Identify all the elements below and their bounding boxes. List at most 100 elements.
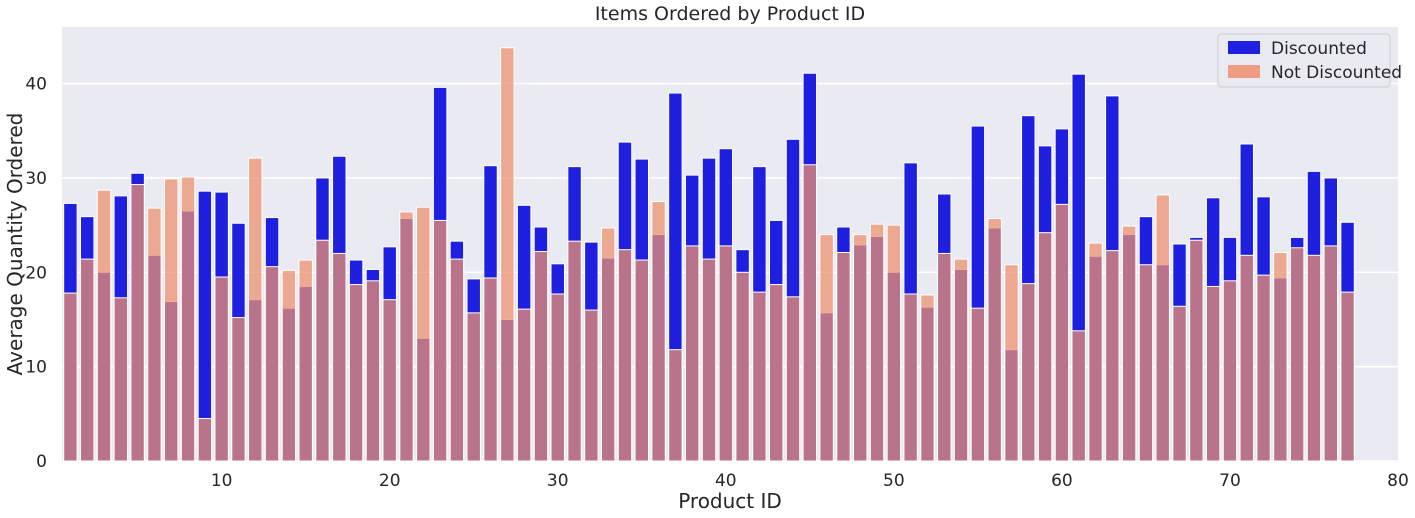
bar-not-discounted (1222, 280, 1238, 462)
bar-not-discounted (1121, 225, 1137, 462)
bar-not-discounted (1105, 250, 1120, 462)
bar-not-discounted (449, 258, 465, 462)
y-tick-label: 10 (25, 358, 47, 378)
bar-not-discounted (617, 249, 633, 462)
y-axis-ticks: 0 10 20 30 40 (25, 75, 47, 472)
legend-label-not-discounted: Not Discounted (1271, 63, 1402, 83)
bar-not-discounted (802, 164, 818, 462)
bar-not-discounted (853, 234, 868, 462)
bar-not-discounted (483, 277, 498, 462)
bar-not-discounted (836, 251, 851, 462)
x-axis-title: Product ID (678, 489, 782, 513)
bar-not-discounted (399, 211, 414, 462)
bar-not-discounted (567, 240, 582, 462)
x-tick-label: 10 (211, 471, 233, 491)
legend: Discounted Not Discounted (1217, 33, 1402, 88)
bar-not-discounted (365, 280, 381, 462)
x-tick-label: 50 (883, 471, 905, 491)
x-tick-label: 30 (547, 471, 569, 491)
bar-not-discounted (96, 189, 112, 462)
bar-not-discounted (970, 307, 986, 462)
x-axis-ticks: 10 20 30 40 50 60 70 80 (211, 471, 1409, 491)
bar-not-discounted (1273, 251, 1288, 462)
bar-not-discounted (1172, 305, 1187, 462)
bar-not-discounted (550, 293, 565, 462)
bar-not-discounted (1239, 254, 1254, 462)
bar-not-discounted (953, 258, 969, 462)
bar-not-discounted (214, 276, 229, 462)
bar-not-discounted (920, 294, 935, 462)
bar-not-discounted (416, 206, 431, 462)
x-tick-label: 70 (1219, 471, 1241, 491)
series-not-discounted-bars (63, 47, 1355, 462)
bar-not-discounted (348, 284, 364, 462)
bar-not-discounted (432, 219, 448, 462)
bar-not-discounted (1138, 264, 1154, 462)
y-tick-label: 20 (25, 263, 47, 283)
bar-not-discounted (1323, 245, 1339, 462)
bar-not-discounted (533, 251, 549, 462)
bar-not-discounted (768, 284, 784, 462)
bar-not-discounted (1289, 247, 1305, 462)
bar-not-discounted (1256, 274, 1271, 462)
bar-not-discounted (315, 239, 330, 462)
legend-swatch-not-discounted (1228, 65, 1260, 78)
bar-not-discounted (180, 176, 196, 462)
bar-not-discounted (164, 178, 179, 462)
bar-not-discounted (298, 259, 313, 462)
bar-not-discounted (1021, 283, 1036, 462)
bar-not-discounted (130, 184, 145, 462)
bar-not-discounted (1189, 239, 1204, 462)
bar-not-discounted (1088, 242, 1103, 462)
bar-not-discounted (1205, 285, 1221, 462)
y-axis-title: Average Quantity Ordered (3, 113, 27, 376)
bar-not-discounted (264, 266, 280, 462)
legend-swatch-discounted (1228, 41, 1260, 54)
bar-not-discounted (79, 258, 95, 462)
bar-not-discounted (886, 224, 902, 462)
bar-not-discounted (197, 418, 213, 462)
legend-label-discounted: Discounted (1271, 39, 1367, 59)
bar-not-discounted (785, 296, 801, 462)
bar-not-discounted (466, 312, 481, 462)
bar-not-discounted (382, 299, 397, 462)
bar-not-discounted (516, 308, 532, 462)
bar-not-discounted (1004, 264, 1019, 462)
bar-not-discounted (987, 218, 1002, 462)
bar-not-discounted (701, 258, 717, 462)
bar-not-discounted (651, 201, 666, 462)
x-tick-label: 60 (1051, 471, 1073, 491)
bar-not-discounted (500, 47, 515, 462)
bar-not-discounted (1306, 254, 1322, 462)
bar-not-discounted (903, 293, 918, 462)
bar-not-discounted (113, 297, 129, 462)
x-tick-label: 80 (1387, 471, 1409, 491)
bar-not-discounted (584, 309, 599, 462)
bar-not-discounted (332, 252, 347, 462)
bar-not-discounted (634, 259, 649, 462)
bar-not-discounted (231, 317, 246, 462)
bar-not-discounted (819, 234, 834, 462)
chart-title: Items Ordered by Product ID (595, 3, 865, 25)
y-tick-label: 40 (25, 75, 47, 95)
x-tick-label: 20 (379, 471, 401, 491)
y-tick-label: 30 (25, 169, 47, 189)
x-tick-label: 40 (715, 471, 737, 491)
bar-not-discounted (752, 291, 767, 462)
bar-not-discounted (937, 252, 952, 462)
bar-not-discounted (718, 245, 734, 462)
bar-not-discounted (63, 292, 78, 462)
bar-not-discounted (281, 269, 297, 462)
bar-not-discounted (668, 349, 683, 462)
bar-not-discounted (1071, 330, 1086, 462)
bar-not-discounted (735, 271, 750, 462)
legend-box (1217, 33, 1391, 88)
bar-not-discounted (1054, 203, 1070, 462)
bar-not-discounted (1155, 194, 1170, 462)
y-tick-label: 0 (36, 452, 47, 472)
bar-not-discounted (147, 207, 162, 462)
bar-not-discounted (684, 245, 700, 462)
bar-not-discounted (1340, 291, 1355, 462)
bar-not-discounted (600, 227, 616, 462)
